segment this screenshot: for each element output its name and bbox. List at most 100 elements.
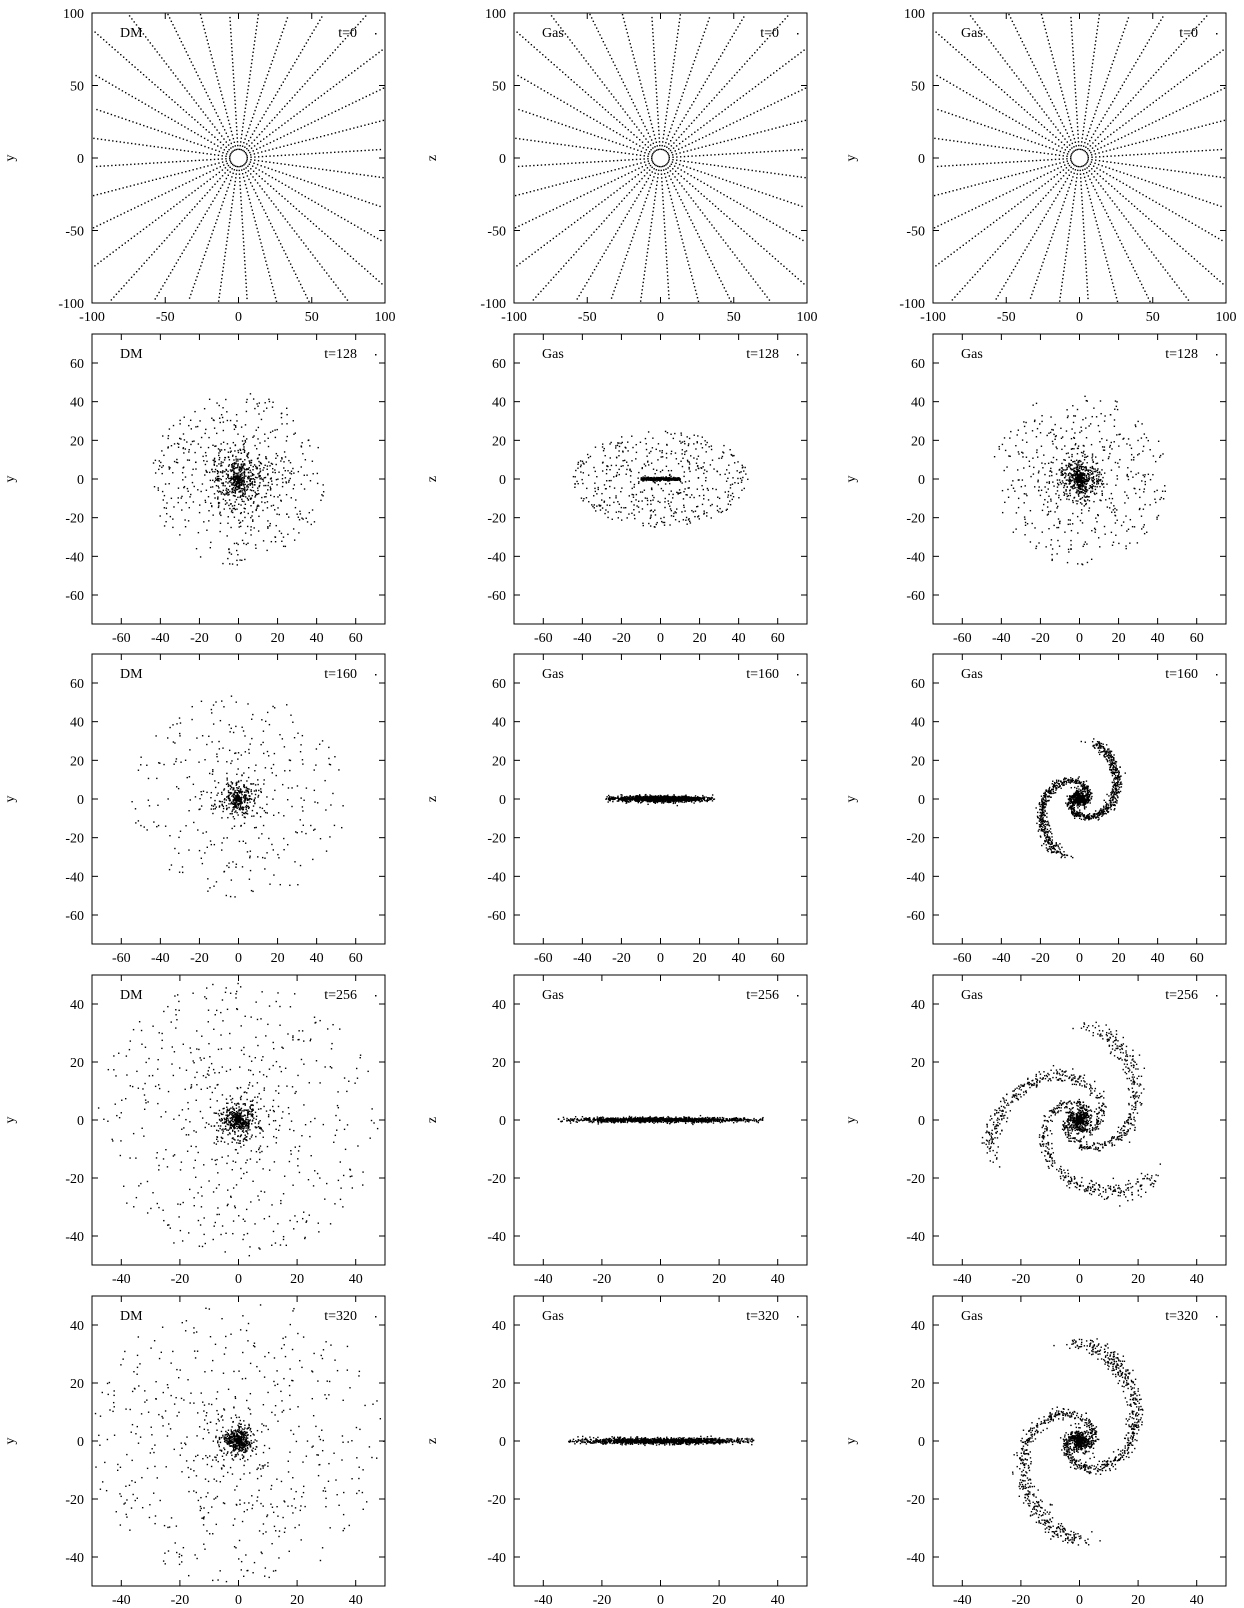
data-point xyxy=(264,81,266,83)
data-point xyxy=(769,35,771,37)
data-point xyxy=(251,165,254,167)
data-point xyxy=(288,154,290,156)
data-point xyxy=(233,164,235,167)
data-point xyxy=(284,154,286,156)
data-point xyxy=(655,80,657,83)
data-point xyxy=(1097,25,1099,27)
data-point xyxy=(1018,122,1020,124)
data-point xyxy=(567,162,569,165)
data-point xyxy=(789,123,792,125)
data-point xyxy=(264,402,266,404)
data-point xyxy=(710,154,712,156)
data-point xyxy=(163,494,166,497)
data-point xyxy=(779,67,781,70)
data-point xyxy=(1117,154,1120,157)
data-point xyxy=(740,228,742,230)
data-point xyxy=(198,511,201,514)
data-point xyxy=(1014,27,1017,29)
data-point xyxy=(524,38,527,41)
data-point xyxy=(198,159,201,162)
data-point xyxy=(327,134,329,136)
data-point xyxy=(963,187,965,189)
data-point xyxy=(282,536,285,538)
data-point xyxy=(217,158,220,160)
data-point xyxy=(1071,35,1073,38)
data-point xyxy=(115,249,117,251)
data-point xyxy=(256,182,259,184)
data-point xyxy=(1054,108,1057,111)
data-point xyxy=(743,16,745,18)
data-point xyxy=(1081,165,1083,168)
data-point xyxy=(529,112,531,114)
data-point xyxy=(231,168,233,170)
data-point xyxy=(1087,92,1090,95)
data-point xyxy=(245,282,247,285)
data-point xyxy=(609,54,611,56)
data-point xyxy=(1030,239,1032,242)
data-point xyxy=(665,180,668,182)
x-tick-label: 0 xyxy=(1076,310,1083,325)
data-point xyxy=(1111,200,1114,202)
data-point xyxy=(687,173,689,175)
data-point xyxy=(225,177,228,180)
data-point xyxy=(1061,147,1063,149)
data-point xyxy=(258,460,260,463)
data-point xyxy=(188,170,191,172)
data-point xyxy=(1073,150,1075,152)
data-point xyxy=(634,200,636,203)
data-point xyxy=(1117,91,1120,93)
data-point xyxy=(180,40,183,43)
data-point xyxy=(772,195,774,198)
data-point xyxy=(635,65,637,67)
data-point xyxy=(234,145,237,147)
data-point xyxy=(708,144,711,146)
data-point xyxy=(642,122,645,124)
data-point xyxy=(242,463,245,465)
data-point xyxy=(611,211,613,214)
data-point xyxy=(688,74,691,76)
data-point xyxy=(125,118,127,121)
data-point xyxy=(303,488,306,490)
data-point xyxy=(583,194,585,196)
data-point xyxy=(1012,189,1015,191)
data-point xyxy=(676,40,678,42)
data-point xyxy=(653,203,655,205)
data-point xyxy=(655,141,658,143)
data-point xyxy=(670,178,672,181)
data-point xyxy=(671,136,674,139)
data-point xyxy=(1023,199,1025,201)
data-point xyxy=(1041,81,1044,84)
data-point xyxy=(1068,174,1070,176)
data-point xyxy=(969,119,972,122)
data-point xyxy=(616,206,618,208)
data-point xyxy=(276,484,278,486)
data-point xyxy=(335,284,337,286)
data-point xyxy=(1047,247,1049,249)
data-point xyxy=(240,463,243,465)
data-point xyxy=(222,144,225,146)
data-point xyxy=(1071,31,1073,34)
data-point xyxy=(228,480,231,483)
data-point xyxy=(1186,150,1188,153)
data-point xyxy=(651,16,653,19)
data-point xyxy=(284,24,286,26)
data-point xyxy=(251,55,254,57)
data-point xyxy=(213,427,216,429)
data-point xyxy=(1058,300,1061,302)
data-point xyxy=(974,21,976,23)
data-point xyxy=(1073,192,1076,194)
data-point xyxy=(1150,77,1152,79)
data-point xyxy=(520,76,523,79)
data-point xyxy=(992,221,995,224)
data-point xyxy=(246,158,248,160)
data-point xyxy=(218,505,220,507)
data-point xyxy=(718,233,720,235)
data-point xyxy=(1125,154,1127,156)
data-point xyxy=(309,220,312,222)
data-point xyxy=(726,215,728,217)
data-point xyxy=(226,116,229,118)
data-point xyxy=(1058,115,1060,117)
data-point xyxy=(634,105,636,107)
data-point xyxy=(127,210,129,212)
